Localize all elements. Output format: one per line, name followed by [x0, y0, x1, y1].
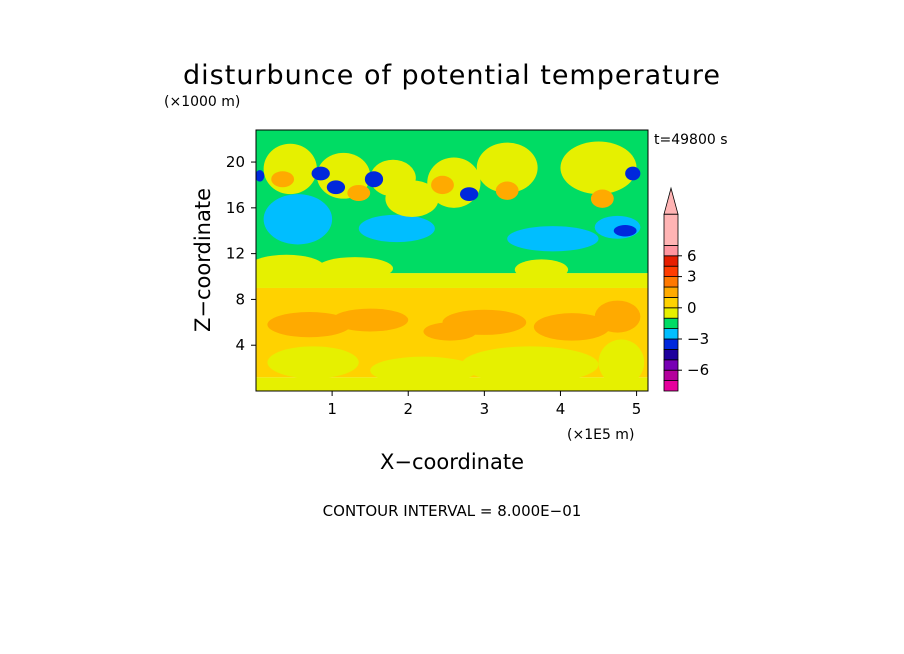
field-blob	[507, 226, 599, 252]
field-blob	[476, 142, 538, 193]
colorbar-cell	[663, 276, 679, 288]
field-blob	[347, 184, 371, 201]
field-blob	[267, 346, 359, 379]
y-tick-label: 4	[235, 336, 245, 354]
colorbar-cell	[663, 328, 679, 340]
colorbar-arrow	[663, 186, 679, 215]
x-axis-label: X−coordinate	[380, 450, 524, 474]
field-blob	[431, 175, 454, 195]
colorbar-cell	[663, 369, 679, 382]
x-ticks: 1 2 3 4 5	[327, 391, 641, 418]
field-blob	[364, 171, 384, 188]
field-blob	[311, 166, 330, 181]
field-blob	[256, 254, 325, 280]
colorbar-cell	[663, 317, 679, 330]
colorbar-label: −3	[687, 330, 709, 348]
field-blob	[613, 225, 637, 237]
field-blob	[625, 166, 641, 181]
y-tick-label: 8	[235, 290, 245, 308]
field-blob	[385, 180, 439, 217]
colorbar-cell	[663, 255, 679, 267]
x-unit-label: (×1E5 m)	[567, 427, 634, 443]
colorbar-cell	[663, 213, 679, 246]
x-tick-label: 3	[480, 400, 490, 418]
x-tick-label: 2	[403, 400, 413, 418]
field-blob	[598, 339, 645, 386]
colorbar-cell	[663, 265, 679, 278]
y-unit-label: (×1000 m)	[164, 94, 240, 110]
field-blob	[594, 300, 641, 333]
field-layer	[256, 130, 648, 391]
field-blob	[514, 259, 569, 280]
colorbar-cell	[663, 359, 679, 371]
field-blob	[459, 187, 479, 201]
colorbar-cell	[663, 286, 679, 298]
x-tick-label: 4	[556, 400, 566, 418]
field-blob	[590, 189, 614, 208]
colorbar: −6 −3 0 3 6	[663, 186, 709, 392]
x-tick-label: 5	[632, 400, 642, 418]
colorbar-cell	[663, 307, 679, 319]
field-blob	[316, 257, 394, 280]
field-blob	[267, 312, 352, 338]
field-blob	[256, 170, 265, 182]
field-blob	[423, 322, 477, 341]
colorbar-cell	[663, 338, 679, 350]
colorbar-label: 6	[687, 247, 697, 265]
field-blob	[495, 181, 519, 200]
plot-frame	[255, 129, 649, 392]
field-blob	[370, 356, 477, 385]
field-blob	[263, 194, 333, 245]
field-blob	[332, 308, 409, 332]
field-blob	[461, 346, 599, 383]
plot-area	[255, 129, 649, 392]
colorbar-cell	[663, 348, 679, 361]
colorbar-label: 3	[687, 268, 697, 286]
y-tick-label: 20	[226, 153, 245, 171]
colorbar-cell	[663, 380, 679, 392]
colorbar-cell	[663, 296, 679, 309]
colorbar-cell	[663, 244, 679, 257]
colorbar-label: 0	[687, 299, 697, 317]
y-axis-label: Z−coordinate	[191, 188, 215, 332]
y-ticks: 4 8 12 16 20	[226, 153, 256, 354]
time-label: t=49800 s	[654, 132, 728, 148]
colorbar-label: −6	[687, 361, 709, 379]
y-tick-label: 12	[226, 245, 245, 263]
field-blob	[358, 214, 435, 243]
field-blob	[271, 171, 295, 188]
chart-title: disturbunce of potential temperature	[183, 60, 721, 91]
field-blob	[326, 180, 346, 195]
field-blob	[533, 313, 610, 341]
contour-interval: CONTOUR INTERVAL = 8.000E−01	[323, 502, 582, 520]
x-tick-label: 1	[327, 400, 337, 418]
y-tick-label: 16	[226, 199, 245, 217]
field-blob	[560, 141, 637, 195]
field-blob	[263, 143, 317, 195]
